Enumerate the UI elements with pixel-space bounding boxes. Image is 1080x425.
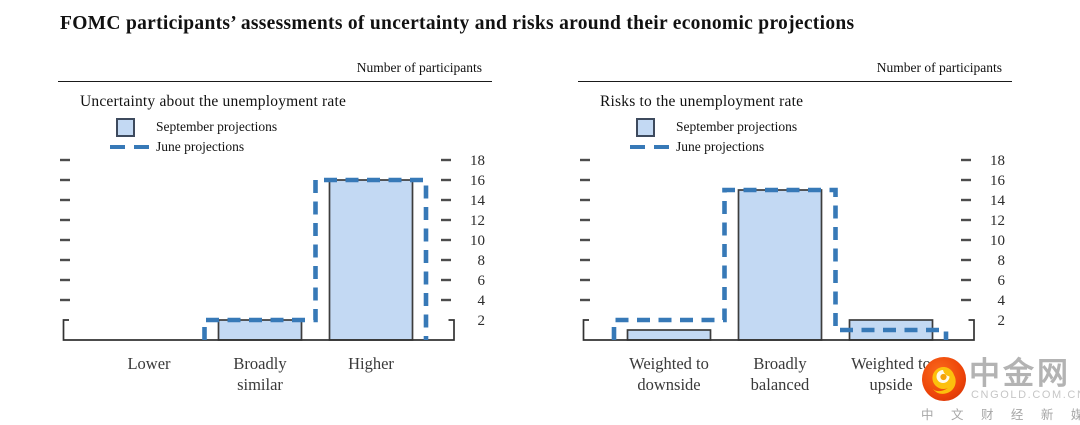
june-dash-swatch-icon — [110, 144, 149, 150]
category-label: Weighted to upside — [851, 354, 931, 395]
cngold-tagline-text: 中 文 财 经 新 媒 体 — [921, 408, 1080, 422]
legend-label: September projections — [676, 119, 798, 134]
cngold-domain-text: CNGOLD.COM.CN — [971, 389, 1080, 401]
plot-area: 2 4 6 8 10 12 14 16 18 — [580, 153, 1006, 341]
svg-text:12: 12 — [990, 213, 1005, 229]
svg-text:10: 10 — [470, 233, 485, 249]
category-label: Broadly similar — [233, 354, 287, 395]
chart-subtitle: Risks to the unemployment rate — [600, 93, 804, 110]
svg-text:14: 14 — [990, 193, 1006, 209]
category-label: Weighted to downside — [629, 354, 709, 395]
legend-label: June projections — [156, 139, 245, 154]
plot-area: 2 4 6 8 10 12 14 16 18 — [60, 153, 486, 341]
legend: September projections June projections — [614, 115, 797, 155]
svg-text:4: 4 — [998, 293, 1006, 309]
legend-item-september: September projections — [94, 115, 277, 139]
svg-text:18: 18 — [990, 153, 1005, 169]
chart-panel-uncertainty: Number of participants Uncertainty about… — [58, 60, 492, 412]
category-label: Broadly balanced — [750, 354, 810, 395]
svg-text:14: 14 — [470, 193, 486, 209]
svg-text:16: 16 — [990, 173, 1006, 189]
svg-text:2: 2 — [998, 313, 1006, 329]
cngold-watermark: 中金网 CNGOLD.COM.CN 中 文 财 经 新 媒 体 — [905, 336, 1080, 425]
category-label: Lower — [127, 354, 171, 373]
svg-text:8: 8 — [998, 253, 1006, 269]
svg-text:16: 16 — [470, 173, 486, 189]
svg-text:6: 6 — [998, 273, 1006, 289]
legend: September projections June projections — [94, 115, 277, 155]
legend-item-september: September projections — [614, 115, 797, 139]
legend-item-june: June projections — [94, 139, 277, 155]
svg-text:12: 12 — [470, 213, 485, 229]
svg-text:10: 10 — [990, 233, 1005, 249]
svg-text:8: 8 — [478, 253, 486, 269]
page-title: FOMC participants’ assessments of uncert… — [60, 13, 855, 34]
svg-text:4: 4 — [478, 293, 486, 309]
legend-label: September projections — [156, 119, 278, 134]
june-dash-swatch-icon — [630, 144, 669, 150]
september-bar-swatch-icon — [116, 117, 135, 137]
cngold-logo-icon — [922, 357, 966, 401]
legend-label: June projections — [676, 139, 765, 154]
cngold-brand-text: 中金网 — [969, 356, 1071, 391]
chart-panel-risks: Number of participants Risks to the unem… — [578, 60, 1012, 412]
axis-header: Number of participants — [58, 60, 492, 82]
legend-item-june: June projections — [614, 139, 797, 155]
chart-subtitle: Uncertainty about the unemployment rate — [80, 93, 347, 110]
svg-text:6: 6 — [478, 273, 486, 289]
svg-text:2: 2 — [478, 313, 486, 329]
september-bar-swatch-icon — [636, 117, 655, 137]
category-label: Higher — [348, 354, 394, 373]
svg-text:18: 18 — [470, 153, 485, 169]
axis-header: Number of participants — [578, 60, 1012, 82]
